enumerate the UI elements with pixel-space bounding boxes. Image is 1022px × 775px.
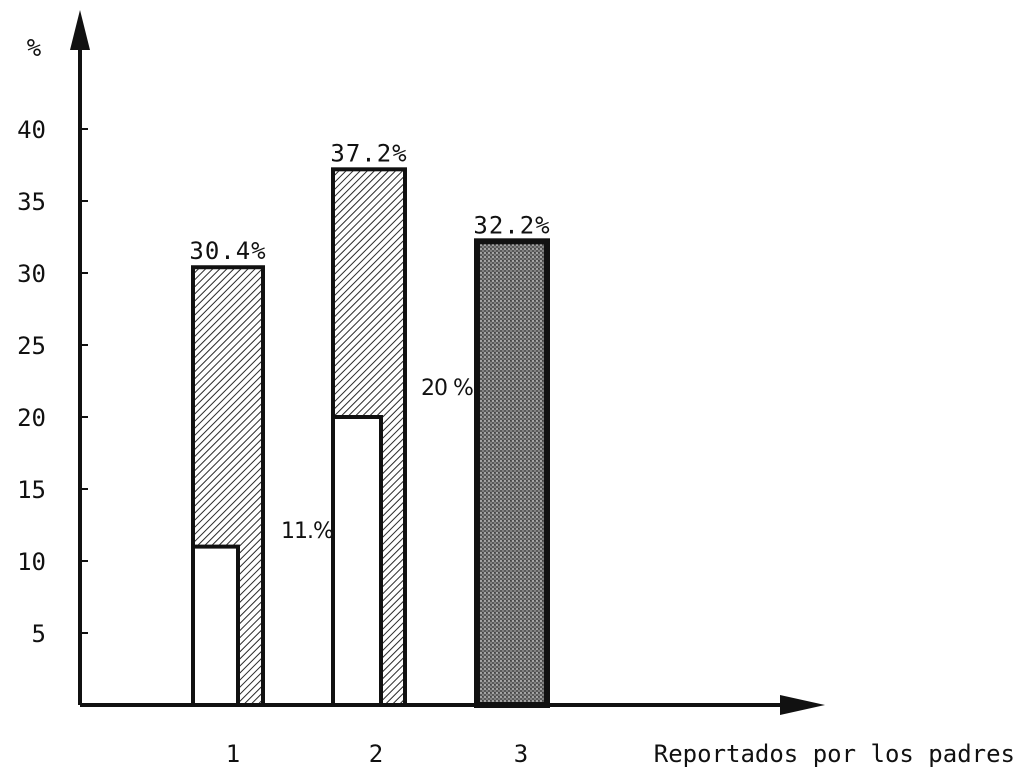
labels-layer: 30.4% 11.% 37.2% 20 % 32.2% (189, 139, 550, 544)
y-tick-label: 15 (17, 476, 46, 504)
y-tick-label: 20 (17, 404, 46, 432)
x-axis-title: Reportados por los padres (654, 740, 1015, 768)
sub-bar-2 (331, 415, 383, 707)
sub-value-label-1: 11.% (281, 519, 333, 544)
y-tick-label: 5 (32, 620, 46, 648)
y-tick-label: 25 (17, 332, 46, 360)
y-ticks: 5 10 15 20 25 30 35 40 (17, 116, 88, 648)
sub-value-label-2: 20 % (421, 376, 473, 401)
value-label-2: 37.2% (330, 139, 407, 167)
value-label-3: 32.2% (473, 211, 550, 239)
bars-layer (191, 167, 550, 708)
value-label-1: 30.4% (189, 237, 266, 265)
x-tick-label: 3 (514, 740, 528, 768)
y-tick-label: 35 (17, 188, 46, 216)
x-axis-arrow-icon (780, 695, 825, 715)
sub-bar-1 (191, 544, 240, 707)
bar-3 (474, 238, 550, 708)
x-tick-label: 1 (226, 740, 240, 768)
y-tick-label: 10 (17, 548, 46, 576)
y-tick-label: 40 (17, 116, 46, 144)
x-tick-label: 2 (369, 740, 383, 768)
y-axis-arrow-icon (70, 10, 90, 50)
x-ticks: 1 2 3 (226, 740, 528, 768)
y-axis-title: % (27, 34, 42, 62)
y-tick-label: 30 (17, 260, 46, 288)
